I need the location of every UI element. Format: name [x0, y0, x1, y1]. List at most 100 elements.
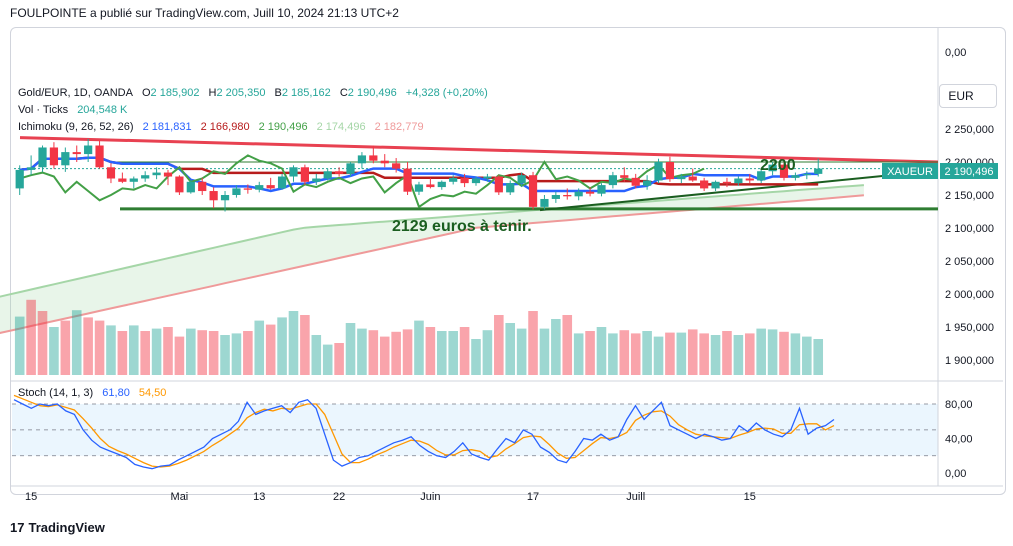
x-tick-label: 15 — [744, 491, 756, 503]
ichimoku-kijun: 2 166,980 — [200, 121, 250, 133]
volume-bar — [391, 331, 401, 375]
candle-body — [540, 198, 549, 207]
candle-body — [711, 181, 720, 189]
stoch-tick-label: 40,00 — [945, 434, 973, 446]
candle-body — [15, 169, 24, 189]
volume-bar — [322, 344, 333, 375]
candle-body — [61, 152, 70, 166]
y-tick-label: 1 950,000 — [945, 322, 994, 334]
volume-bar — [140, 331, 150, 375]
change-value: +4,328 (+0,20%) — [405, 87, 488, 99]
level-annotation: 2200 — [760, 157, 796, 174]
stoch-k-line — [13, 398, 835, 470]
candle-body — [186, 181, 195, 193]
x-tick-label: Juin — [420, 491, 440, 503]
candle-body — [745, 178, 754, 181]
candle-body — [802, 173, 811, 176]
volume-bar — [311, 335, 322, 375]
ohlc-legend: Gold/EUR, 1D, OANDA O2 185,902 H2 205,35… — [18, 87, 488, 99]
candle-body — [163, 172, 173, 177]
volume-bar — [94, 320, 105, 375]
stoch-d-value: 54,50 — [138, 387, 167, 399]
volume-bar — [117, 331, 128, 375]
volume-bar — [254, 320, 265, 375]
volume-bar — [573, 333, 584, 375]
volume-bar — [642, 331, 652, 375]
volume-bar — [402, 329, 413, 375]
volume-bar — [60, 320, 71, 375]
candle-body — [620, 175, 629, 178]
volume-bar — [288, 311, 299, 375]
ichimoku-chikou: 2 190,496 — [258, 121, 308, 133]
close-value: 2 190,496 — [347, 87, 397, 99]
high-value: 2 205,350 — [216, 87, 266, 99]
volume-bar — [676, 332, 687, 375]
symbol-label[interactable]: Gold/EUR, 1D, OANDA — [18, 87, 133, 99]
candle-body — [791, 175, 800, 178]
candle-body — [220, 195, 230, 201]
candle-body — [72, 152, 81, 155]
volume-bar — [71, 310, 82, 375]
candle-body — [118, 178, 127, 182]
candle-body — [483, 176, 492, 179]
volume-bar — [106, 325, 116, 375]
open-value: 2 185,902 — [150, 87, 200, 99]
volume-bar — [505, 323, 516, 375]
y-tick-label: 1 900,000 — [945, 355, 994, 367]
y-tick-label: 2 250,000 — [945, 124, 994, 136]
candle-body — [654, 162, 663, 181]
volume-bar — [277, 317, 287, 375]
candle-body — [198, 181, 207, 192]
candle-body — [597, 185, 606, 194]
volume-bar — [539, 328, 550, 375]
currency-button[interactable]: EUR — [939, 84, 997, 108]
candle-body — [300, 167, 309, 182]
candle-body — [175, 176, 184, 193]
volume-bar — [459, 327, 470, 375]
volume-legend: Vol · Ticks 204,548 K — [18, 104, 133, 116]
candle-body — [779, 164, 789, 178]
volume-bar — [756, 328, 766, 375]
candle-body — [608, 175, 617, 186]
y-tick-label: 0,00 — [945, 47, 966, 59]
volume-bar — [722, 331, 732, 375]
support-annotation: 2129 euros à tenir. — [392, 218, 532, 235]
ichimoku-span-a: 2 174,496 — [316, 121, 366, 133]
volume-bar — [482, 330, 493, 375]
volume-bar — [790, 333, 801, 375]
volume-bar — [619, 330, 630, 375]
candle-body — [517, 175, 526, 184]
volume-bar — [608, 333, 618, 375]
ichimoku-legend: Ichimoku (9, 26, 52, 26) 2 181,831 2 166… — [18, 121, 430, 133]
volume-bar — [528, 311, 538, 375]
volume-bar — [653, 336, 664, 375]
volume-bar — [14, 316, 25, 375]
volume-bar — [767, 329, 778, 375]
volume-value: 204,548 K — [77, 104, 128, 116]
candle-body — [335, 171, 344, 174]
stoch-label[interactable]: Stoch (14, 1, 3) — [18, 387, 94, 399]
volume-bar — [802, 336, 812, 375]
stoch-legend: Stoch (14, 1, 3) 61,80 54,50 — [18, 387, 172, 399]
ichimoku-span-b: 2 182,779 — [374, 121, 424, 133]
volume-bar — [414, 320, 424, 375]
candle-body — [243, 188, 252, 190]
volume-label[interactable]: Vol · Ticks — [18, 104, 69, 116]
volume-bar — [687, 329, 698, 375]
candle-body — [688, 176, 697, 181]
volume-bar — [665, 332, 675, 375]
ichimoku-label[interactable]: Ichimoku (9, 26, 52, 26) — [18, 121, 134, 133]
volume-bar — [37, 311, 48, 375]
volume-bar — [186, 328, 196, 375]
volume-bar — [494, 315, 504, 375]
volume-bar — [345, 323, 356, 375]
candle-body — [768, 164, 777, 172]
volume-bar — [26, 299, 36, 375]
stoch-tick-label: 0,00 — [945, 468, 966, 480]
candle-body — [506, 183, 515, 193]
candle-body — [814, 168, 823, 174]
volume-bar — [243, 331, 253, 375]
x-tick-label: 17 — [527, 491, 539, 503]
volume-bar — [596, 327, 607, 375]
